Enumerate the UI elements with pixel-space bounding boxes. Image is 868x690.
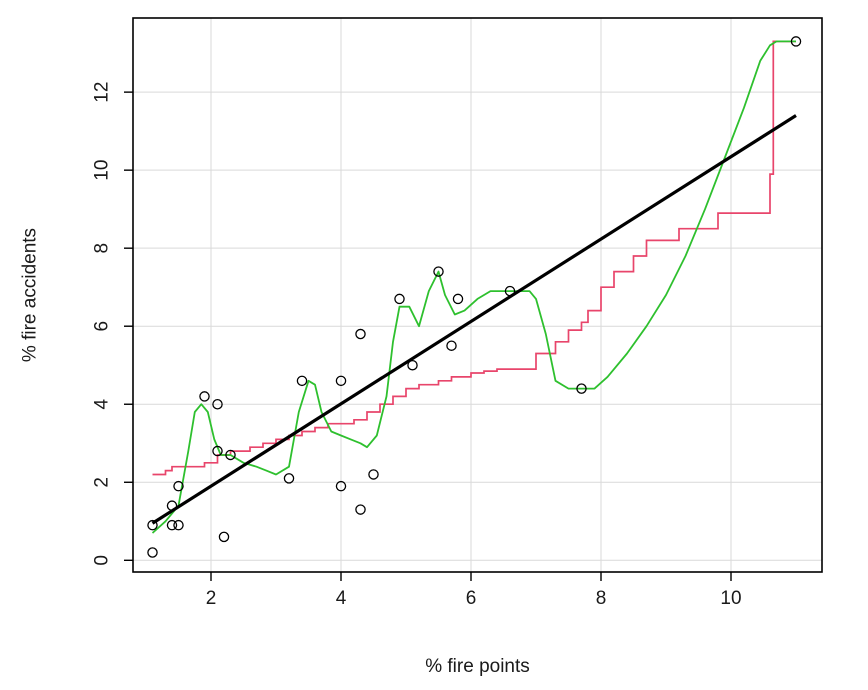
data-point xyxy=(576,383,587,394)
data-point xyxy=(199,391,210,402)
y-tick-label: 10 xyxy=(92,160,113,181)
data-point xyxy=(368,469,379,480)
data-point xyxy=(355,328,366,340)
x-tick-label: 4 xyxy=(336,588,347,609)
data-point xyxy=(173,519,184,531)
data-point xyxy=(452,293,464,305)
series-layer xyxy=(147,36,802,558)
data-point xyxy=(283,473,295,484)
y-tick-label: 6 xyxy=(92,321,113,332)
data-point xyxy=(147,547,158,558)
data-point xyxy=(407,359,418,371)
y-axis-label: % fire accidents xyxy=(20,228,41,362)
data-point xyxy=(173,480,184,492)
data-point xyxy=(790,36,802,47)
data-point xyxy=(433,266,444,277)
data-point xyxy=(218,531,230,543)
y-tick-label: 12 xyxy=(92,82,113,103)
step-line xyxy=(152,40,796,476)
data-point xyxy=(355,504,366,515)
plot-frame xyxy=(132,17,823,573)
data-point xyxy=(335,375,347,387)
smooth-line xyxy=(151,40,796,534)
y-tick-label: 4 xyxy=(92,399,113,410)
data-point xyxy=(225,449,236,461)
y-tick-label: 0 xyxy=(92,555,113,566)
data-point xyxy=(335,480,347,492)
data-point xyxy=(296,375,308,387)
data-point xyxy=(446,340,457,351)
x-tick-label: 2 xyxy=(206,588,217,609)
data-point xyxy=(166,500,178,511)
x-axis-label: % fire points xyxy=(425,656,530,677)
y-tick-label: 2 xyxy=(92,477,113,488)
data-point xyxy=(212,398,223,410)
data-point xyxy=(394,293,405,305)
data-point xyxy=(212,445,223,457)
y-tick-label: 8 xyxy=(92,243,113,254)
x-tick-label: 6 xyxy=(466,588,477,609)
data-point xyxy=(504,285,516,297)
regression-line xyxy=(151,114,797,525)
grid xyxy=(133,18,822,572)
x-tick-label: 10 xyxy=(720,588,741,609)
x-tick-label: 8 xyxy=(596,588,607,609)
data-point xyxy=(166,519,178,531)
axes: 2 4 6 8 10 0 2 4 6 8 10 12 xyxy=(92,82,742,609)
data-point xyxy=(147,519,158,531)
